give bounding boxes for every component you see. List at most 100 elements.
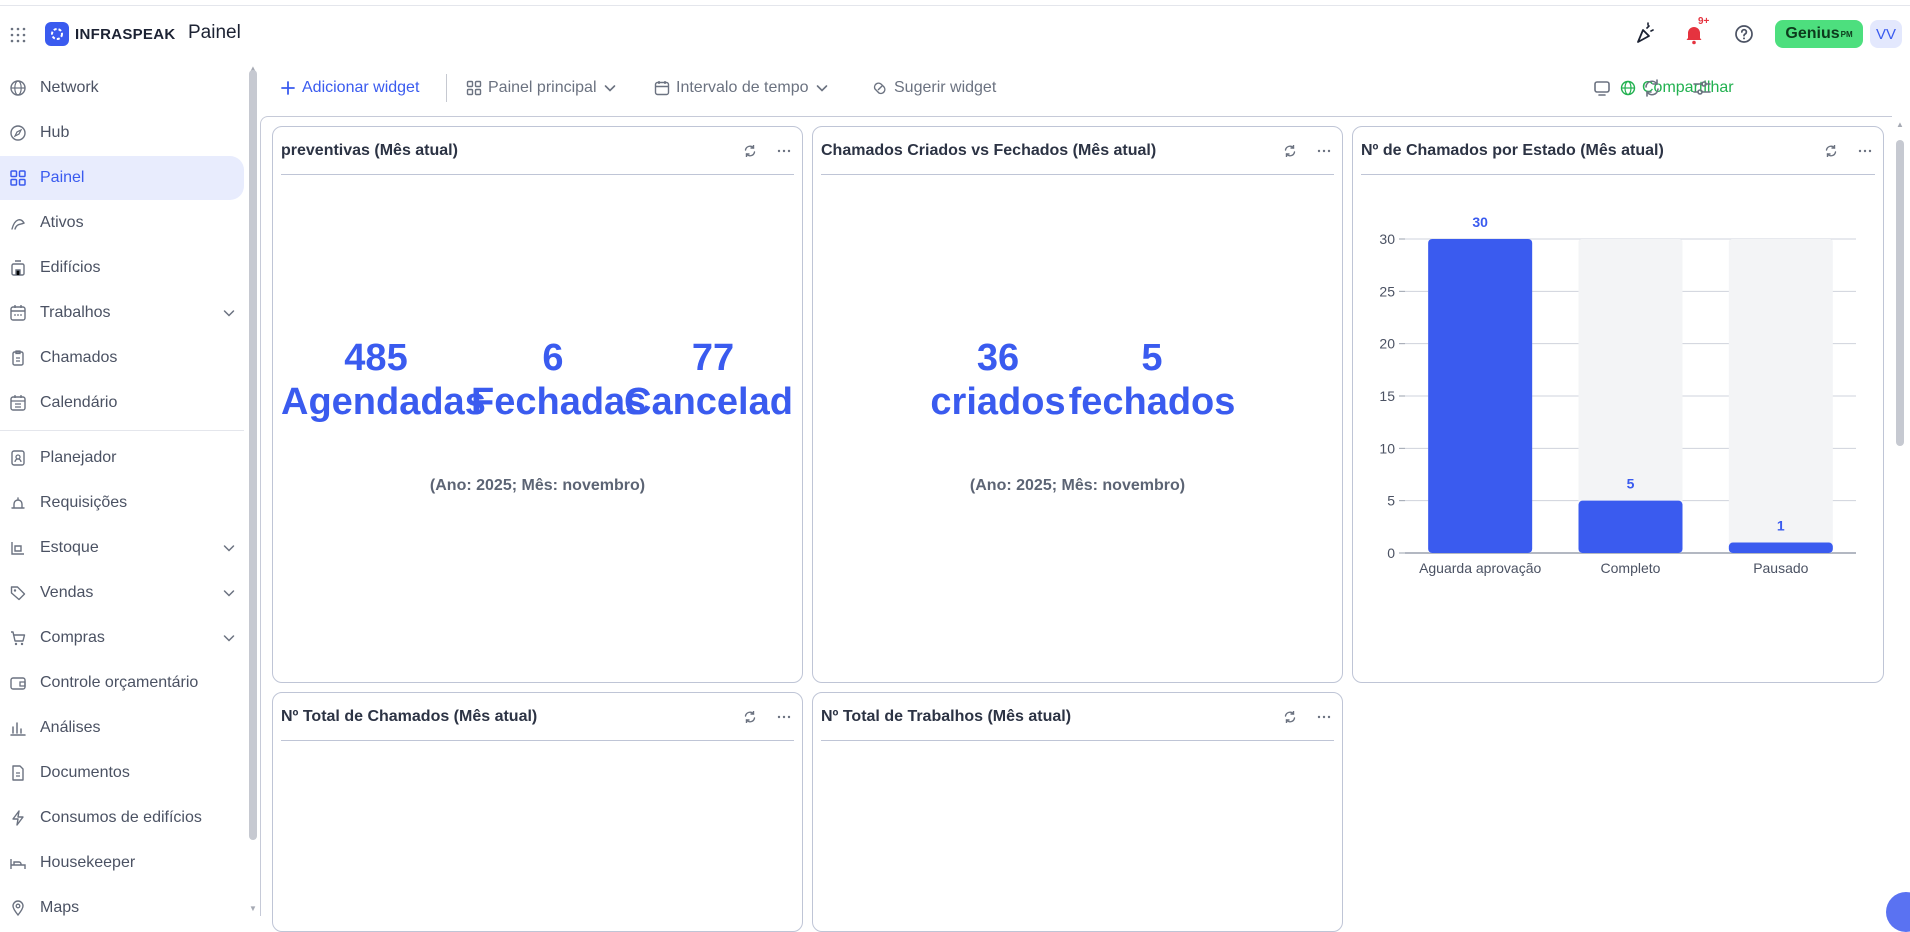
kpi-label: fechados: [1068, 381, 1236, 423]
y-tick-label: 10: [1379, 440, 1395, 456]
widget-actions: [742, 143, 792, 159]
sidebar-item-label: Calendário: [40, 394, 118, 411]
refresh-icon[interactable]: [742, 709, 758, 725]
add-widget-button[interactable]: Adicionar widget: [280, 72, 419, 104]
layout-icon: [466, 80, 482, 96]
kpi-label: Fechadas: [471, 381, 647, 423]
sidebar-item-consumos-de-edificios[interactable]: Consumos de edifícios: [0, 796, 244, 840]
sidebar-item-maps[interactable]: Maps: [0, 886, 244, 930]
chevron-down-icon[interactable]: [222, 586, 236, 600]
chevron-down-icon[interactable]: [222, 631, 236, 645]
help-icon[interactable]: [1732, 22, 1756, 46]
sidebar-scroll-up[interactable]: ▲: [249, 64, 257, 73]
sidebar-item-painel[interactable]: Painel: [0, 156, 244, 200]
refresh-icon[interactable]: [742, 143, 758, 159]
globe-icon: [1620, 80, 1636, 96]
kpi-label: Cancelad: [624, 381, 793, 423]
sidebar-item-calendario[interactable]: Calendário: [0, 381, 244, 425]
suggestion-icon: [873, 82, 886, 95]
y-tick-label: 20: [1379, 336, 1395, 352]
sidebar-item-network[interactable]: Network: [0, 66, 244, 110]
sidebar-item-hub[interactable]: Hub: [0, 111, 244, 155]
bar: [1728, 542, 1833, 553]
bar-chart: 0 5 10 15 20 25 30 30 Aguarda aprovação 5 Completo…: [1379, 214, 1856, 576]
sidebar-item-label: Ativos: [40, 214, 84, 231]
bed-icon: [10, 859, 26, 869]
sidebar-item-label: Documentos: [40, 764, 130, 781]
refresh-icon[interactable]: [1282, 143, 1298, 159]
kpi-label: Agendadas: [281, 381, 486, 423]
sidebar-item-compras[interactable]: Compras: [0, 616, 244, 660]
asset-icon: [11, 219, 25, 230]
sidebar-item-ativos[interactable]: Ativos: [0, 201, 244, 245]
sidebar-item-requisicoes[interactable]: Requisições: [0, 481, 244, 525]
chevron-down-icon[interactable]: [222, 306, 236, 320]
bar: [1578, 500, 1683, 553]
celebration-icon[interactable]: [1633, 22, 1657, 46]
more-options-icon[interactable]: [776, 709, 792, 725]
top-border: [0, 0, 1910, 6]
main-panel-dropdown[interactable]: Painel principal: [466, 72, 617, 104]
sidebar: Network Hub Painel Ativos Edifícios Trabalhos…: [0, 62, 246, 917]
x-tick-label: Pausado: [1753, 560, 1808, 576]
sidebar-item-planejador[interactable]: Planejador: [0, 436, 244, 480]
sidebar-item-controle-orcamentario[interactable]: Controle orçamentário: [0, 661, 244, 705]
data-label: 5: [1627, 476, 1635, 492]
sidebar-item-estoque[interactable]: Estoque: [0, 526, 244, 570]
refresh-icon[interactable]: [1823, 143, 1839, 159]
widget-title: Nº de Chamados por Estado (Mês atual): [1361, 141, 1664, 159]
plus-icon: [281, 81, 295, 95]
sidebar-item-analises[interactable]: Análises: [0, 706, 244, 750]
sidebar-scrollbar[interactable]: [249, 70, 257, 840]
planner-icon: [11, 450, 25, 466]
y-tick-label: 5: [1387, 493, 1395, 509]
sidebar-item-vendas[interactable]: Vendas: [0, 571, 244, 615]
sidebar-item-label: Análises: [40, 719, 101, 736]
notification-bell-icon[interactable]: [1682, 22, 1706, 46]
refresh-icon[interactable]: [1282, 709, 1298, 725]
main-panel-label: Painel principal: [488, 79, 597, 96]
suggest-widget-button[interactable]: Sugerir widget: [872, 72, 996, 104]
brand-logo[interactable]: INFRASPEAK: [45, 22, 176, 46]
avatar[interactable]: VV: [1870, 20, 1902, 48]
sidebar-item-documentos[interactable]: Documentos: [0, 751, 244, 795]
more-options-icon[interactable]: [1316, 709, 1332, 725]
chevron-down-icon: [604, 85, 615, 92]
time-interval-dropdown[interactable]: Intervalo de tempo: [654, 72, 829, 104]
widgets-canvas: preventivas (Mês atual) 485 Agendadas 6 …: [260, 116, 1892, 932]
sidebar-item-label: Consumos de edifícios: [40, 809, 202, 826]
widget-title: Chamados Criados vs Fechados (Mês atual): [821, 141, 1157, 159]
calendar-icon: [10, 395, 26, 411]
widget-actions: [1282, 709, 1332, 725]
chevron-down-icon[interactable]: [222, 541, 236, 555]
y-tick-label: 30: [1379, 231, 1395, 247]
dashboard-icon: [10, 170, 26, 186]
main-scroll-up[interactable]: ▲: [1896, 120, 1904, 129]
more-options-icon[interactable]: [1857, 143, 1873, 159]
sidebar-item-label: Housekeeper: [40, 854, 136, 871]
sidebar-item-label: Compras: [40, 629, 105, 646]
sidebar-item-chamados[interactable]: Chamados: [0, 336, 244, 380]
compass-icon: [10, 125, 26, 141]
settings-sliders-icon[interactable]: [1690, 76, 1714, 100]
main-scrollbar[interactable]: [1896, 140, 1904, 446]
data-label: 1: [1777, 518, 1785, 534]
refresh-icon[interactable]: [1640, 76, 1664, 100]
sidebar-item-trabalhos[interactable]: Trabalhos: [0, 291, 244, 335]
widget-header: Chamados Criados vs Fechados (Mês atual): [821, 127, 1334, 175]
tv-mode-icon[interactable]: [1590, 76, 1614, 100]
sidebar-scroll-down[interactable]: ▼: [249, 904, 257, 913]
sidebar-item-edificios[interactable]: Edifícios: [0, 246, 244, 290]
genius-button[interactable]: Genius PM: [1775, 20, 1863, 48]
sidebar-item-housekeeper[interactable]: Housekeeper: [0, 841, 244, 885]
apps-grid-icon[interactable]: [9, 26, 27, 44]
sidebar-divider: [0, 430, 244, 431]
more-options-icon[interactable]: [1316, 143, 1332, 159]
more-options-icon[interactable]: [776, 143, 792, 159]
share-button[interactable]: Compartilhar: [1620, 72, 1734, 104]
chevron-down-icon: [816, 85, 827, 92]
y-tick-label: 0: [1387, 545, 1395, 561]
sidebar-item-label: Planejador: [40, 449, 117, 466]
sidebar-item-label: Chamados: [40, 349, 118, 366]
analytics-icon: [10, 722, 26, 736]
